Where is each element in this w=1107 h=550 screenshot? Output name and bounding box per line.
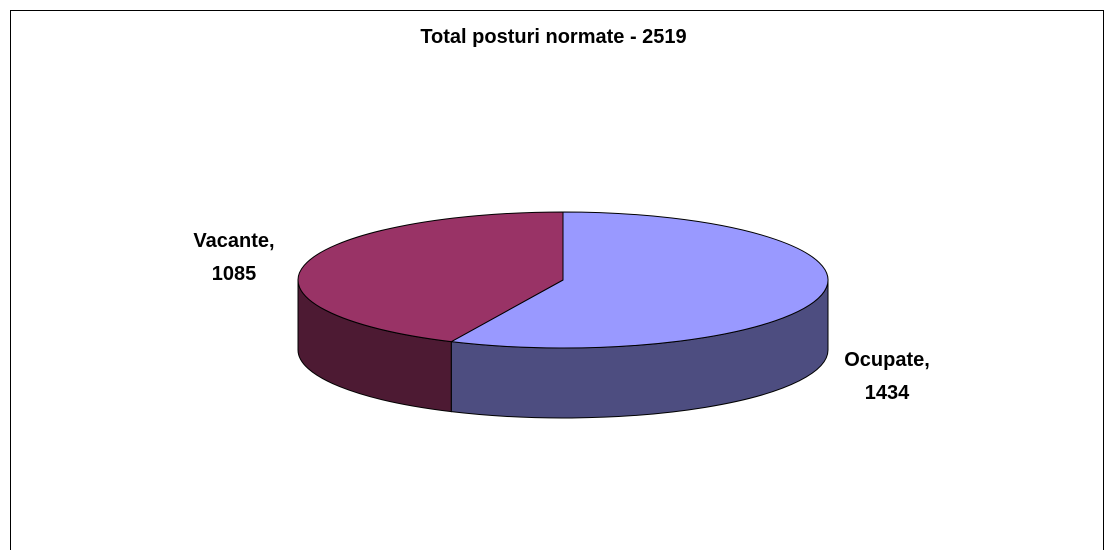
- pie-slice-vacante: [297, 211, 564, 343]
- slice-name-vacante: Vacante: [193, 230, 270, 252]
- pie-slice-ocupate: [449, 211, 829, 349]
- slice-value-vacante: 1085: [211, 263, 257, 285]
- slice-label-ocupate: Ocupate, 1434: [816, 344, 958, 410]
- slice-label-vacante: Vacante, 1085: [168, 225, 300, 291]
- chart-title: Total posturi normate - 2519: [420, 26, 687, 48]
- slice-name-ocupate: Ocupate: [844, 349, 925, 371]
- slice-value-ocupate: 1434: [864, 382, 910, 404]
